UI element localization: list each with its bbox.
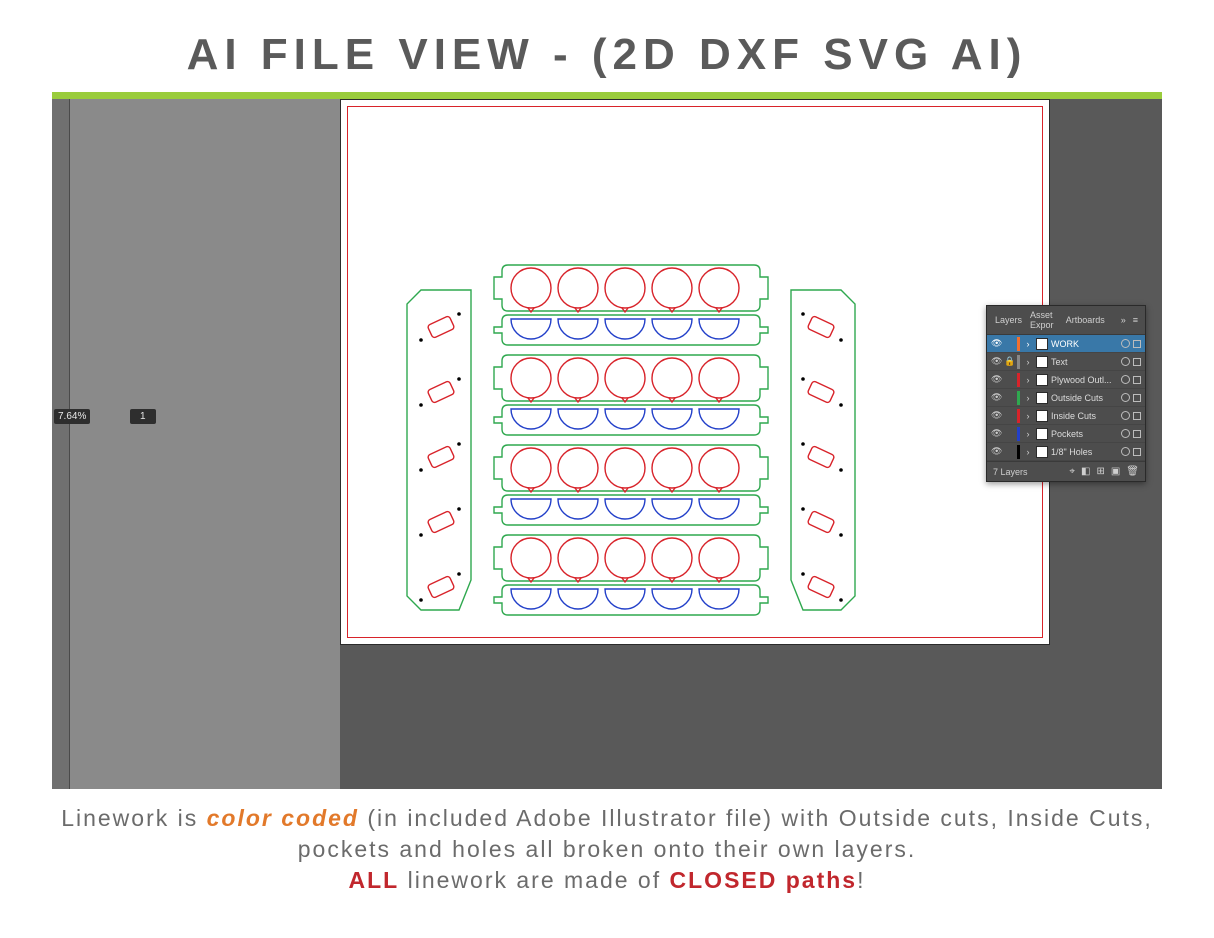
layer-thumbnail: [1036, 446, 1048, 458]
target-icon[interactable]: [1121, 429, 1130, 438]
selection-indicator: [1133, 376, 1141, 384]
selection-indicator: [1133, 358, 1141, 366]
layer-color-chip: [1017, 445, 1020, 459]
visibility-icon[interactable]: 👁: [991, 392, 1001, 403]
panel-tab-bar: Layers Asset Expor Artboards » ≡: [987, 306, 1145, 335]
caption-text: Linework is: [61, 805, 206, 831]
caption-color-coded: color coded: [207, 805, 359, 831]
expand-caret-icon[interactable]: ›: [1023, 447, 1033, 457]
selection-indicator: [1133, 430, 1141, 438]
layer-thumbnail: [1036, 338, 1048, 350]
layer-row[interactable]: 👁 › Outside Cuts: [987, 389, 1145, 407]
layer-name[interactable]: Text: [1051, 357, 1118, 367]
layer-count: 7 Layers: [993, 467, 1028, 477]
layer-thumbnail: [1036, 410, 1048, 422]
layer-color-chip: [1017, 337, 1020, 351]
layer-row[interactable]: 👁 › Inside Cuts: [987, 407, 1145, 425]
visibility-icon[interactable]: 👁: [991, 356, 1001, 367]
target-icon[interactable]: [1121, 339, 1130, 348]
visibility-icon[interactable]: 👁: [991, 338, 1001, 349]
expand-caret-icon[interactable]: ›: [1023, 357, 1033, 367]
caption-text: linework are made of: [399, 867, 669, 893]
zoom-level[interactable]: 7.64%: [54, 409, 90, 424]
layer-row[interactable]: 👁 › Pockets: [987, 425, 1145, 443]
new-layer-icon[interactable]: ▣: [1111, 466, 1120, 477]
target-icon[interactable]: [1121, 393, 1130, 402]
layer-indicator[interactable]: 1: [130, 409, 156, 424]
target-icon[interactable]: [1121, 375, 1130, 384]
layer-color-chip: [1017, 427, 1020, 441]
illustrator-workspace: 7.64% 1 Layers Asset Expor Artboards » ≡…: [52, 99, 1162, 789]
target-icon[interactable]: [1121, 447, 1130, 456]
layer-name[interactable]: WORK: [1051, 339, 1118, 349]
layer-thumbnail: [1036, 356, 1048, 368]
caption: Linework is color coded (in included Ado…: [60, 803, 1154, 896]
selection-indicator: [1133, 394, 1141, 402]
layer-thumbnail: [1036, 374, 1048, 386]
layer-color-chip: [1017, 391, 1020, 405]
selection-indicator: [1133, 340, 1141, 348]
layer-row[interactable]: 👁🔒 › Text: [987, 353, 1145, 371]
artboard[interactable]: [340, 99, 1050, 645]
visibility-icon[interactable]: 👁: [991, 374, 1001, 385]
layer-color-chip: [1017, 373, 1020, 387]
target-icon[interactable]: [1121, 411, 1130, 420]
layer-name[interactable]: Pockets: [1051, 429, 1118, 439]
layer-list: 👁›WORK👁🔒›Text👁›Plywood Outl...👁›Outside …: [987, 335, 1145, 461]
tab-layers[interactable]: Layers: [995, 315, 1022, 325]
page-title: AI FILE VIEW - (2D DXF SVG AI): [0, 0, 1214, 92]
layer-name[interactable]: 1/8" Holes: [1051, 447, 1118, 457]
layers-panel[interactable]: Layers Asset Expor Artboards » ≡ 👁›WORK👁…: [986, 305, 1146, 482]
layer-name[interactable]: Inside Cuts: [1051, 411, 1118, 421]
selection-indicator: [1133, 412, 1141, 420]
caption-text: !: [857, 867, 865, 893]
caption-all: ALL: [349, 867, 400, 893]
vertical-ruler: [52, 99, 70, 789]
locate-object-icon[interactable]: ⌖: [1069, 466, 1075, 477]
lock-icon[interactable]: 🔒: [1004, 356, 1014, 367]
visibility-icon[interactable]: 👁: [991, 446, 1001, 457]
layer-color-chip: [1017, 409, 1020, 423]
expand-caret-icon[interactable]: ›: [1023, 393, 1033, 403]
visibility-icon[interactable]: 👁: [991, 410, 1001, 421]
collapse-icon[interactable]: »: [1121, 315, 1125, 325]
expand-caret-icon[interactable]: ›: [1023, 411, 1033, 421]
make-clipping-mask-icon[interactable]: ◧: [1081, 466, 1090, 477]
target-icon[interactable]: [1121, 357, 1130, 366]
visibility-icon[interactable]: 👁: [991, 428, 1001, 439]
caption-closed-paths: CLOSED paths: [670, 867, 858, 893]
layer-row[interactable]: 👁 › 1/8" Holes: [987, 443, 1145, 461]
caption-text: (in included Adobe Illustrator file) wit…: [298, 805, 1153, 862]
expand-caret-icon[interactable]: ›: [1023, 429, 1033, 439]
layer-name[interactable]: Outside Cuts: [1051, 393, 1118, 403]
tab-artboards[interactable]: Artboards: [1066, 315, 1105, 325]
layer-thumbnail: [1036, 392, 1048, 404]
layer-row[interactable]: 👁 › WORK: [987, 335, 1145, 353]
new-sublayer-icon[interactable]: ⊞: [1096, 466, 1104, 477]
selection-indicator: [1133, 448, 1141, 456]
expand-caret-icon[interactable]: ›: [1023, 339, 1033, 349]
tab-asset-export[interactable]: Asset Expor: [1030, 310, 1058, 330]
panel-menu-icon[interactable]: ≡: [1133, 315, 1137, 325]
layer-name[interactable]: Plywood Outl...: [1051, 375, 1118, 385]
pasteboard-left: [70, 99, 340, 789]
layer-row[interactable]: 👁 › Plywood Outl...: [987, 371, 1145, 389]
expand-caret-icon[interactable]: ›: [1023, 375, 1033, 385]
layer-color-chip: [1017, 355, 1020, 369]
cnc-drawing: [401, 250, 861, 630]
delete-layer-icon[interactable]: 🗑: [1126, 466, 1139, 477]
accent-rule: [52, 92, 1162, 99]
panel-footer: 7 Layers ⌖ ◧ ⊞ ▣ 🗑: [987, 461, 1145, 481]
layer-thumbnail: [1036, 428, 1048, 440]
